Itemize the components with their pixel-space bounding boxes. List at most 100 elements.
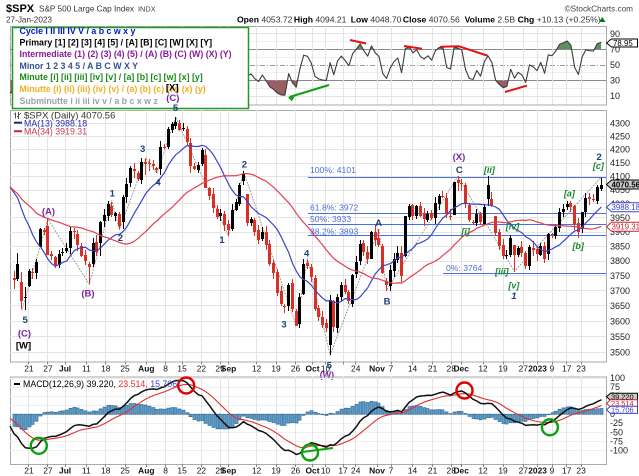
svg-text:27: 27 [43,465,53,475]
svg-text:27: 27 [519,364,529,374]
svg-text:39.220: 39.220 [611,392,634,401]
svg-text:Minutte (i) (ii) (iii) (iv) (v: Minutte (i) (ii) (iii) (iv) (v) / (a) (b… [20,84,206,94]
svg-text:Nov: Nov [369,364,385,374]
svg-text:1: 1 [511,291,516,302]
svg-text:9: 9 [550,465,555,475]
svg-text:(W): (W) [320,370,335,380]
svg-text:$SPX: $SPX [6,3,35,15]
svg-text:Dec: Dec [454,465,470,475]
svg-text:Aug: Aug [138,465,154,475]
svg-text:9: 9 [550,364,555,374]
svg-text:2023: 2023 [528,465,547,475]
svg-text:0: 0 [610,409,615,419]
svg-text:Chg +10.13 (+0.25%): Chg +10.13 (+0.25%) [518,15,601,25]
svg-text:50: 50 [610,60,620,70]
svg-text:Jul: Jul [59,465,71,475]
svg-text:[iii]: [iii] [494,267,509,277]
svg-text:[ii]: [ii] [483,165,496,175]
svg-text:2: 2 [242,160,247,171]
svg-text:3600: 3600 [610,316,630,326]
svg-text:[X]: [X] [166,83,179,94]
svg-text:15: 15 [177,364,187,374]
svg-text:61.8%: 3972: 61.8%: 3972 [310,203,358,213]
svg-text:100%: 4101: 100%: 4101 [310,165,356,175]
svg-text:Low 4048.70: Low 4048.70 [351,15,402,25]
svg-text:[i]: [i] [460,227,470,237]
svg-text:4070.56: 4070.56 [612,180,639,189]
svg-text:Intermediate (1) (2) (3) (4) (: Intermediate (1) (2) (3) (4) (5) / (A) (… [20,49,232,59]
svg-text:7: 7 [389,364,394,374]
svg-text:$SPX (Daily) 4070.56: $SPX (Daily) 4070.56 [24,111,115,122]
svg-text:17: 17 [562,364,572,374]
svg-text:22: 22 [197,465,207,475]
svg-text:3800: 3800 [610,256,630,266]
svg-text:100: 100 [610,373,625,383]
svg-text:1: 1 [110,189,116,200]
svg-text:12: 12 [478,364,488,374]
svg-text:3988.18: 3988.18 [612,203,639,212]
svg-text:21: 21 [428,465,438,475]
svg-text:3: 3 [281,319,286,330]
svg-text:21: 21 [24,465,34,475]
svg-text:29: 29 [215,364,225,374]
svg-text:21: 21 [428,364,438,374]
svg-text:28: 28 [447,465,457,475]
svg-text:(B): (B) [81,289,94,300]
svg-text:-100: -100 [610,445,628,455]
svg-text:10: 10 [321,364,331,374]
svg-text:4: 4 [155,178,161,189]
svg-text:3750: 3750 [610,271,630,281]
svg-text:MACD(12,26,9) 39.220, 23.514,: MACD(12,26,9) 39.220, 23.514, 15.706 [23,379,177,389]
svg-text:3650: 3650 [610,301,630,311]
svg-text:Minute [i] [ii] [iii] [iv] [v]: Minute [i] [ii] [iii] [iv] [v] / [a] [b]… [20,72,203,82]
svg-text:(C): (C) [166,93,179,104]
svg-text:12: 12 [478,465,488,475]
svg-text:25: 25 [120,364,130,374]
svg-text:11: 11 [82,364,91,374]
svg-text:24: 24 [351,465,361,475]
svg-text:38.2%: 3893: 38.2%: 3893 [310,226,358,236]
svg-text:27: 27 [43,364,53,374]
svg-text:[v]: [v] [507,280,520,290]
svg-text:(X): (X) [453,152,466,163]
svg-text:26: 26 [291,465,301,475]
svg-text:Aug: Aug [138,364,154,374]
svg-text:4250: 4250 [610,132,630,142]
svg-text:INDX: INDX [138,5,156,14]
svg-text:Oct: Oct [306,465,320,475]
svg-text:50%: 3933: 50%: 3933 [310,214,351,224]
svg-text:8: 8 [163,465,168,475]
svg-text:3: 3 [140,144,145,155]
svg-text:3700: 3700 [610,286,630,296]
svg-text:Sep: Sep [221,465,236,475]
svg-text:10: 10 [610,91,620,101]
svg-text:27-Jan-2023: 27-Jan-2023 [6,16,52,25]
svg-text:70: 70 [610,44,620,54]
svg-text:5: 5 [173,103,179,114]
svg-text:0%: 3764: 0%: 3764 [446,263,483,273]
svg-text:19: 19 [271,364,281,374]
svg-text:[W]: [W] [16,341,31,352]
svg-text:30: 30 [610,76,620,86]
svg-text:3550: 3550 [610,332,630,342]
svg-text:Nov: Nov [369,465,385,475]
svg-text:12: 12 [252,465,262,475]
svg-text:19: 19 [498,465,508,475]
svg-text:18: 18 [101,465,111,475]
svg-text:Cycle I II III IV V / a b c w: Cycle I II III IV V / a b c w x y [20,26,136,36]
svg-text:15: 15 [177,465,187,475]
svg-text:21: 21 [24,364,34,374]
svg-text:Oct: Oct [306,364,320,374]
svg-text:3950: 3950 [610,213,630,223]
svg-text:8: 8 [163,364,168,374]
svg-text:3500: 3500 [610,348,630,358]
svg-text:4150: 4150 [610,158,630,168]
svg-text:4200: 4200 [610,145,630,155]
svg-text:MA(34) 3919.31: MA(34) 3919.31 [24,127,87,137]
svg-text:4300: 4300 [610,119,630,129]
svg-text:23: 23 [576,465,586,475]
svg-text:29: 29 [215,465,225,475]
svg-text:17: 17 [338,465,348,475]
svg-text:B: B [384,297,391,308]
svg-text:C: C [456,165,463,176]
